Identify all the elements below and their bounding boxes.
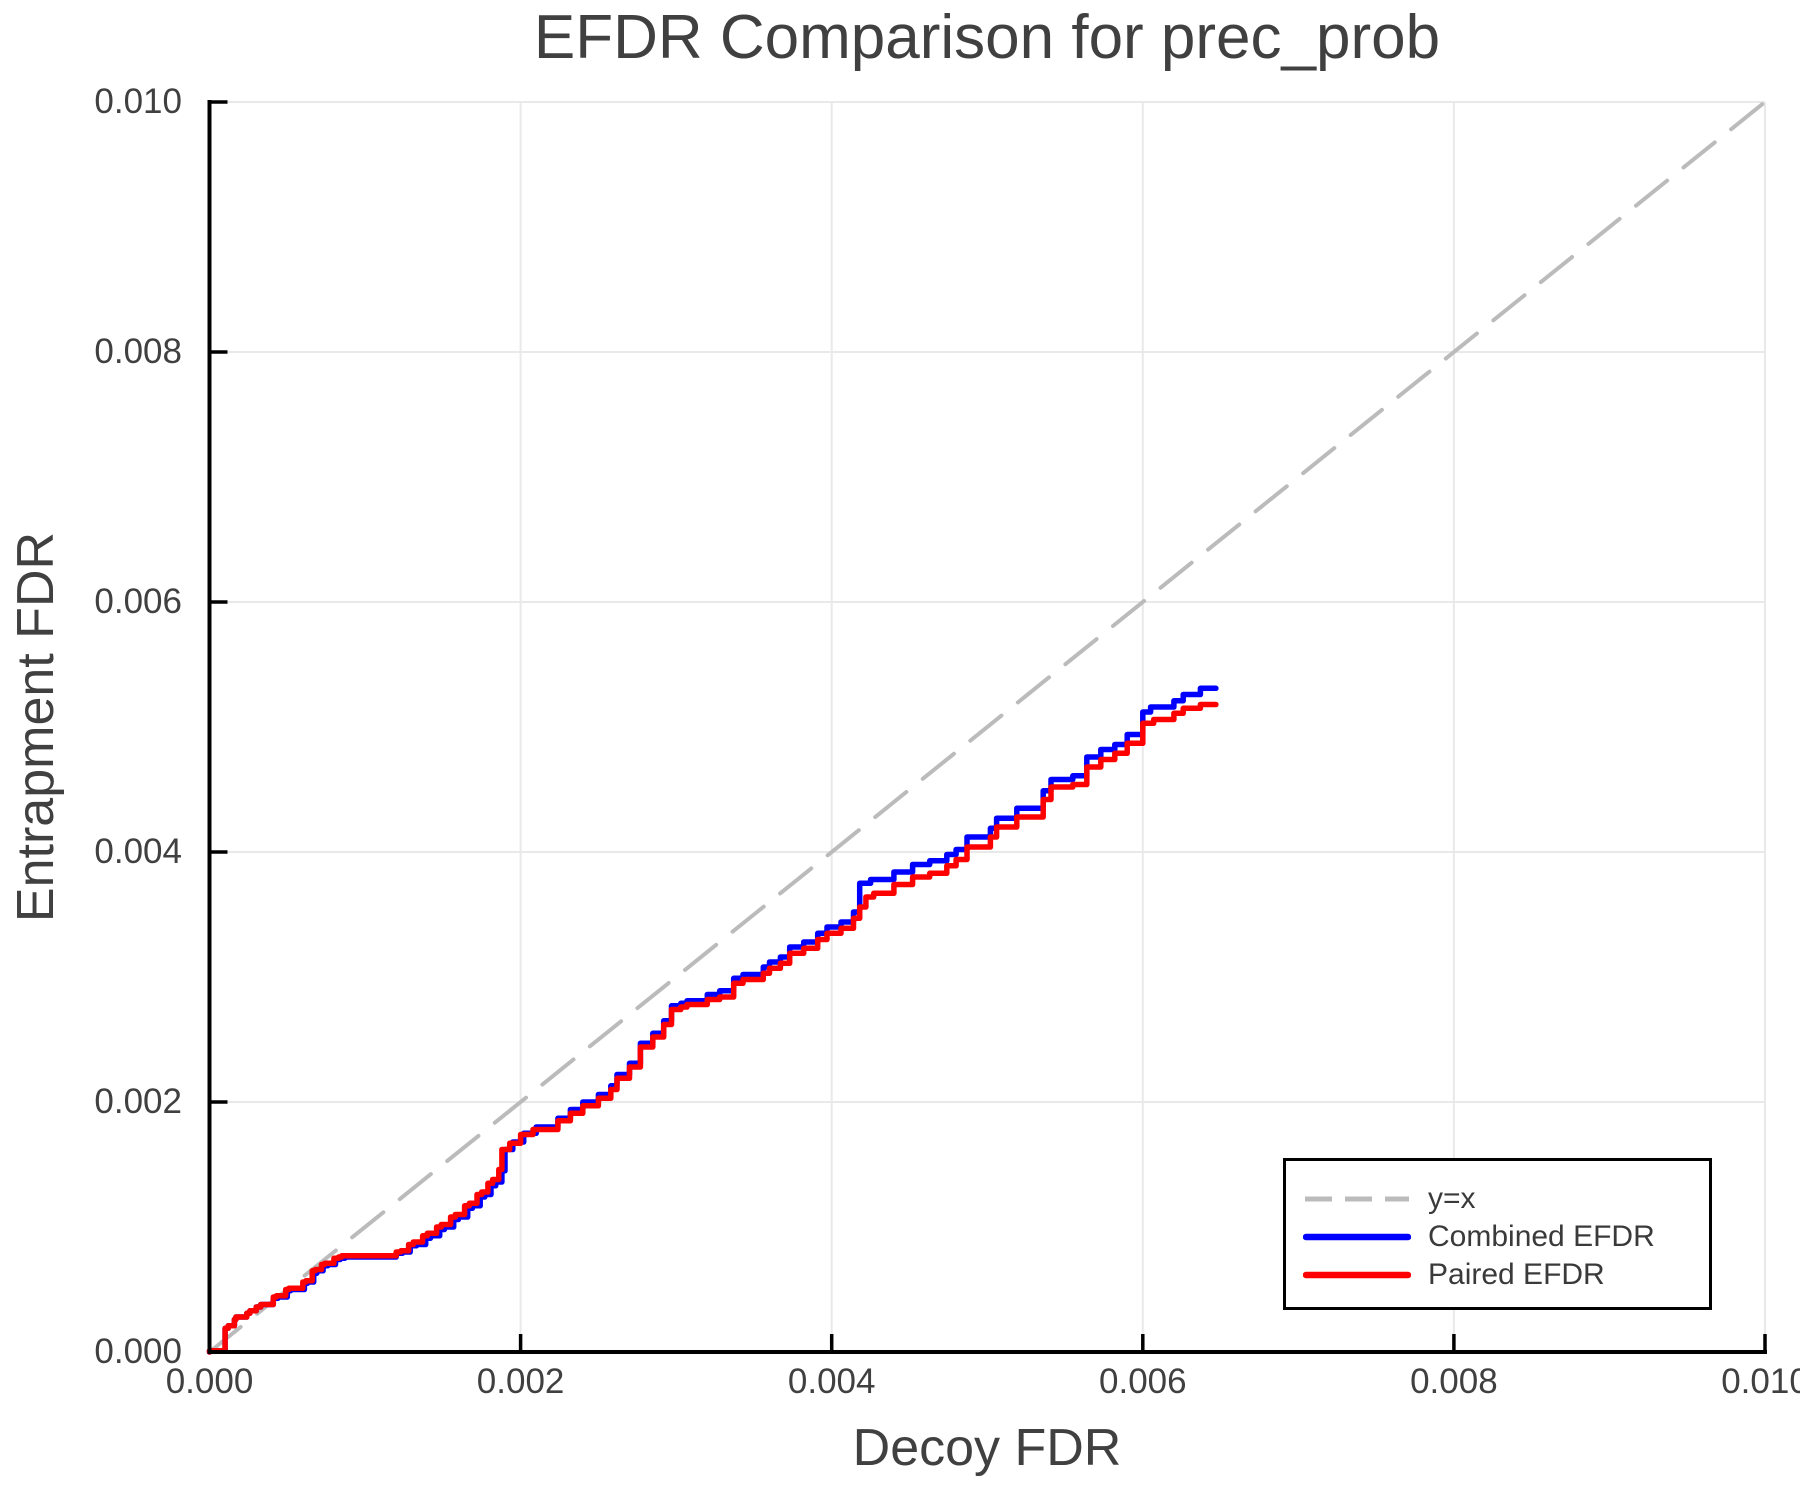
paired-line-sample bbox=[1303, 1271, 1411, 1279]
legend-label-combined: Combined EFDR bbox=[1428, 1220, 1655, 1253]
legend-label-paired: Paired EFDR bbox=[1428, 1258, 1605, 1291]
legend-label-identity: y=x bbox=[1428, 1182, 1476, 1215]
y-tick-label: 0.002 bbox=[94, 1082, 182, 1121]
legend-row-combined: Combined EFDR bbox=[1286, 1218, 1709, 1256]
y-tick-label: 0.004 bbox=[94, 832, 182, 871]
legend-row-identity: y=x bbox=[1286, 1180, 1709, 1218]
dashed-line-sample bbox=[1305, 1196, 1409, 1202]
y-tick-label: 0.006 bbox=[94, 582, 182, 621]
y-tick-label: 0.010 bbox=[94, 82, 182, 121]
y-tick-label: 0.000 bbox=[94, 1332, 182, 1371]
x-tick-label: 0.002 bbox=[476, 1362, 565, 1401]
x-tick-label: 0.008 bbox=[1410, 1362, 1498, 1401]
legend-row-paired: Paired EFDR bbox=[1286, 1256, 1709, 1294]
legend-box: y=x Combined EFDR Paired EFDR bbox=[1283, 1158, 1712, 1310]
chart-title: EFDR Comparison for prec_prob bbox=[533, 3, 1441, 72]
x-tick-label: 0.004 bbox=[787, 1362, 876, 1401]
combined-line-sample bbox=[1303, 1233, 1411, 1241]
y-x-line bbox=[207, 100, 1767, 1354]
y-tick-label: 0.008 bbox=[94, 332, 182, 371]
x-tick-label: 0.010 bbox=[1721, 1362, 1800, 1401]
x-tick-label: 0.000 bbox=[165, 1362, 254, 1401]
x-tick-label: 0.006 bbox=[1099, 1362, 1187, 1401]
x-axis-label: Decoy FDR bbox=[852, 1419, 1122, 1477]
paired-efdr-line bbox=[206, 701, 1219, 1355]
